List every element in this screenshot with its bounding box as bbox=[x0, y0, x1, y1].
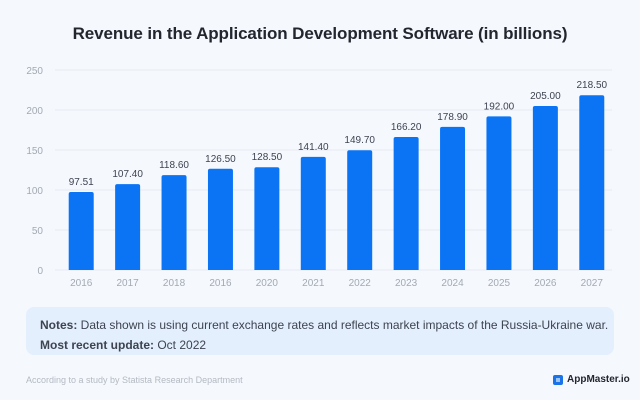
source-text: According to a study by Statista Researc… bbox=[26, 375, 243, 385]
y-tick-label: 50 bbox=[32, 226, 44, 237]
bar bbox=[300, 156, 326, 270]
x-tick-label: 2018 bbox=[163, 278, 186, 289]
x-tick-label: 2026 bbox=[534, 278, 557, 289]
bar bbox=[486, 116, 512, 271]
bar bbox=[393, 137, 419, 270]
value-label: 118.60 bbox=[159, 160, 189, 171]
bar bbox=[579, 95, 605, 270]
x-tick-label: 2021 bbox=[302, 278, 325, 289]
gridlines bbox=[55, 69, 612, 271]
x-tick-label: 2025 bbox=[488, 278, 511, 289]
x-tick-label: 2020 bbox=[256, 278, 279, 289]
bar bbox=[68, 191, 94, 270]
x-tick-label: 2024 bbox=[441, 278, 464, 289]
value-label: 126.50 bbox=[205, 154, 236, 165]
bar-chart: 0 50 100 150 200 250 97.51 107.40 118.60 126.50 1… bbox=[26, 66, 612, 289]
y-tick-label: 100 bbox=[26, 186, 43, 197]
value-label: 97.51 bbox=[69, 177, 94, 188]
brand-link[interactable]: AppMaster.io bbox=[553, 374, 630, 385]
value-label: 149.70 bbox=[344, 135, 375, 146]
chart-title: Revenue in the Application Development S… bbox=[72, 24, 568, 43]
y-tick-label: 0 bbox=[37, 266, 43, 277]
value-label: 205.00 bbox=[530, 91, 561, 102]
x-tick-label: 2017 bbox=[117, 278, 140, 289]
notes-text: Data shown is using current exchange rat… bbox=[77, 318, 609, 332]
bar bbox=[161, 175, 187, 270]
bars bbox=[68, 95, 605, 271]
x-axis-ticks: 2016 2017 2018 2016 2020 2021 2022 2023 2024 2025… bbox=[70, 278, 603, 289]
y-axis-ticks: 0 50 100 150 200 250 bbox=[26, 66, 43, 277]
y-tick-label: 150 bbox=[26, 146, 43, 157]
update-label: Most recent update: bbox=[40, 338, 155, 352]
value-label: 166.20 bbox=[391, 122, 422, 133]
x-tick-label: 2016 bbox=[70, 278, 93, 289]
bar bbox=[440, 126, 466, 270]
notes-line: Notes: Data shown is using current excha… bbox=[40, 315, 614, 335]
bar bbox=[254, 167, 280, 270]
x-tick-label: 2016 bbox=[209, 278, 232, 289]
update-text: Oct 2022 bbox=[154, 338, 207, 352]
appmaster-logo-icon bbox=[553, 374, 563, 385]
x-tick-label: 2023 bbox=[395, 278, 418, 289]
notes-box: Notes: Data shown is using current excha… bbox=[26, 307, 614, 355]
value-label: 178.90 bbox=[437, 112, 468, 123]
y-tick-label: 250 bbox=[26, 66, 43, 77]
value-label: 107.40 bbox=[112, 169, 143, 180]
value-labels: 97.51 107.40 118.60 126.50 128.50 141.40 149.7… bbox=[69, 80, 608, 188]
update-line: Most recent update: Oct 2022 bbox=[40, 335, 614, 355]
value-label: 218.50 bbox=[576, 80, 607, 91]
x-tick-label: 2022 bbox=[349, 278, 372, 289]
value-label: 128.50 bbox=[252, 152, 283, 163]
bar bbox=[347, 150, 373, 270]
bar bbox=[207, 168, 233, 270]
y-tick-label: 200 bbox=[26, 106, 43, 117]
brand-name: AppMaster.io bbox=[567, 374, 630, 385]
notes-label: Notes: bbox=[40, 318, 78, 332]
bar bbox=[532, 106, 558, 270]
x-tick-label: 2027 bbox=[581, 278, 604, 289]
value-label: 192.00 bbox=[484, 101, 515, 112]
value-label: 141.40 bbox=[298, 142, 329, 153]
bar bbox=[115, 184, 141, 270]
